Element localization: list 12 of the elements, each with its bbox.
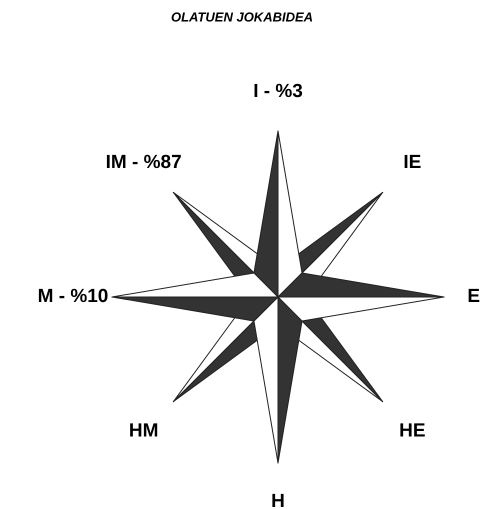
data-label: %3 [275, 81, 303, 102]
text: OLATUEN JOKABIDEA [170, 10, 314, 25]
category-label: HM [128, 420, 158, 442]
category-label: E [467, 286, 480, 308]
category-label: HE [399, 420, 426, 442]
category-label: IE [403, 152, 422, 173]
data-label: %87 [144, 152, 182, 173]
category-label: H [271, 491, 285, 509]
category-label: IM - [106, 152, 138, 173]
category-label: M - [38, 286, 66, 308]
data-label: %10 [70, 286, 108, 308]
category-label: I - [253, 81, 270, 102]
